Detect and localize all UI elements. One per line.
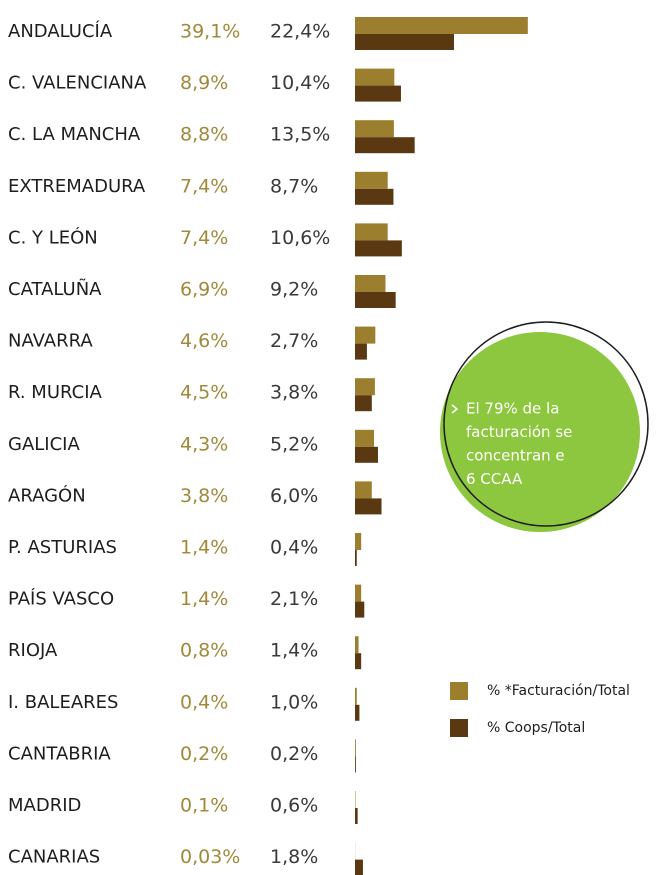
bar	[355, 429, 375, 447]
value-label: 0,8%	[180, 640, 228, 662]
category-label: ANDALUCÍA	[8, 20, 113, 42]
value-label: 0,4%	[180, 691, 228, 713]
bar	[355, 120, 394, 138]
bar	[355, 395, 372, 412]
legend-label: % Coops/Total	[487, 720, 585, 736]
bar	[355, 446, 378, 463]
value-label: 6,9%	[180, 279, 228, 301]
value-label: 1,0%	[270, 691, 318, 713]
value-label: 0,03%	[180, 846, 240, 868]
value-label: 2,7%	[270, 330, 318, 352]
value-label: 8,9%	[180, 72, 228, 94]
bar	[355, 171, 388, 189]
category-label: C. VALENCIANA	[8, 73, 147, 94]
value-label: 0,4%	[270, 537, 318, 559]
bar	[355, 636, 359, 654]
bar	[355, 756, 356, 773]
bar	[355, 343, 367, 360]
value-label: 13,5%	[270, 124, 330, 146]
bar	[355, 68, 395, 86]
legend-label: % *Facturación/Total	[487, 683, 630, 699]
annotation-line: facturación se	[466, 423, 572, 441]
value-label: 8,7%	[270, 175, 318, 197]
category-label: CANTABRIA	[8, 743, 111, 764]
value-label: 8,8%	[180, 124, 228, 146]
value-label: 0,2%	[180, 743, 228, 765]
value-label: 1,4%	[180, 537, 228, 559]
value-label: 22,4%	[270, 21, 330, 43]
category-label: RIOJA	[8, 640, 58, 661]
bar	[355, 859, 363, 875]
bar	[355, 808, 358, 824]
value-label: 10,6%	[270, 227, 330, 249]
bar	[355, 188, 394, 205]
legend-swatch	[450, 719, 468, 737]
category-label: I. BALEARES	[8, 692, 118, 713]
category-label: PAÍS VASCO	[8, 588, 114, 610]
category-label: CANARIAS	[8, 847, 100, 868]
legend-swatch	[450, 682, 468, 700]
bar	[355, 687, 357, 705]
value-label: 7,4%	[180, 227, 228, 249]
annotation-line: 6 CCAA	[466, 470, 523, 488]
bar	[355, 275, 386, 292]
value-label: 9,2%	[270, 279, 318, 301]
value-label: 2,1%	[270, 588, 318, 610]
bar	[355, 584, 362, 602]
callout-chevron	[451, 404, 459, 414]
value-label: 1,4%	[270, 640, 318, 662]
value-label: 0,2%	[270, 743, 318, 765]
category-label: R. MURCIA	[8, 382, 103, 403]
category-label: MADRID	[8, 795, 81, 816]
bar	[355, 17, 528, 34]
bar	[355, 739, 356, 757]
category-label: C. Y LEÓN	[8, 226, 98, 248]
category-label: P. ASTURIAS	[8, 537, 117, 558]
value-label: 0,6%	[270, 795, 318, 817]
category-label: GALICIA	[8, 434, 80, 455]
bar	[355, 378, 375, 396]
value-label: 1,8%	[270, 846, 318, 868]
bar	[355, 601, 365, 618]
category-label: NAVARRA	[8, 331, 93, 352]
bar	[355, 533, 362, 550]
bar	[355, 550, 357, 566]
value-label: 4,3%	[180, 433, 228, 455]
bar	[355, 498, 382, 515]
category-label: C. LA MANCHA	[8, 124, 141, 145]
value-label: 4,6%	[180, 330, 228, 352]
value-label: 6,0%	[270, 485, 318, 507]
bar	[355, 704, 360, 721]
value-label: 0,1%	[180, 795, 228, 817]
value-label: 7,4%	[180, 175, 228, 197]
value-label: 3,8%	[270, 382, 318, 404]
category-label: CATALUÑA	[8, 278, 102, 300]
category-label: ARAGÓN	[8, 484, 86, 506]
value-label: 1,4%	[180, 588, 228, 610]
category-label: EXTREMADURA	[8, 176, 146, 197]
bar	[355, 85, 401, 102]
value-label: 3,8%	[180, 485, 228, 507]
value-label: 39,1%	[180, 21, 240, 43]
callout-ring	[443, 321, 649, 527]
bar	[355, 240, 402, 257]
bar	[355, 481, 372, 499]
bar	[355, 653, 362, 670]
value-label: 5,2%	[270, 433, 318, 455]
value-label: 10,4%	[270, 72, 330, 94]
annotation-line: El 79% de la	[466, 400, 559, 418]
bar	[355, 34, 455, 50]
bar	[355, 223, 388, 241]
annotation-line: concentran e	[466, 447, 565, 465]
bar	[355, 137, 415, 154]
value-label: 4,5%	[180, 382, 228, 404]
bar	[355, 292, 396, 308]
callout-circle	[440, 332, 640, 532]
bar	[355, 326, 376, 344]
